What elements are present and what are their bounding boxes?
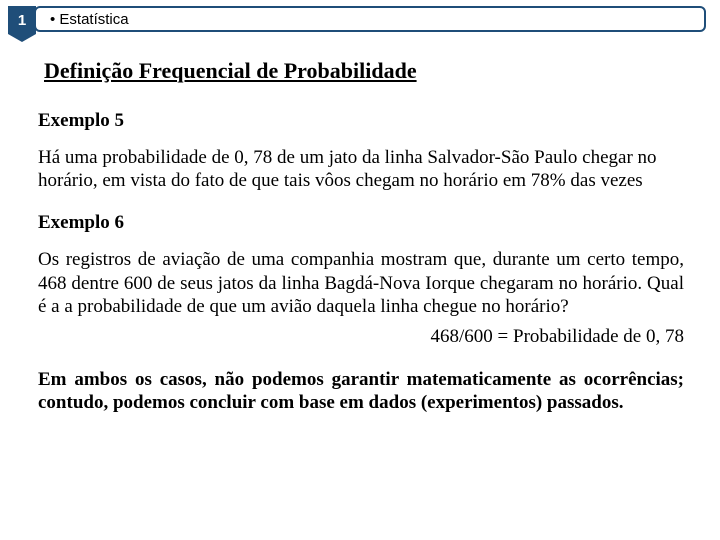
- example6-calc: 468/600 = Probabilidade de 0, 78: [38, 326, 684, 348]
- example6-label: Exemplo 6: [38, 212, 684, 234]
- header-title: • Estatística: [50, 11, 129, 28]
- slide-number: 1: [18, 12, 26, 29]
- example5-label: Exemplo 5: [38, 110, 684, 132]
- section-title: Definição Frequencial de Probabilidade: [44, 58, 684, 84]
- header-title-box: • Estatística: [34, 6, 706, 32]
- example5-text: Há uma probabilidade de 0, 78 de um jato…: [38, 146, 684, 192]
- slide-content: Definição Frequencial de Probabilidade E…: [0, 34, 720, 414]
- slide-header: 1 • Estatística: [0, 0, 720, 34]
- example6-text: Os registros de aviação de uma companhia…: [38, 248, 684, 318]
- closing-text: Em ambos os casos, não podemos garantir …: [38, 368, 684, 414]
- slide-number-badge: 1: [8, 6, 36, 34]
